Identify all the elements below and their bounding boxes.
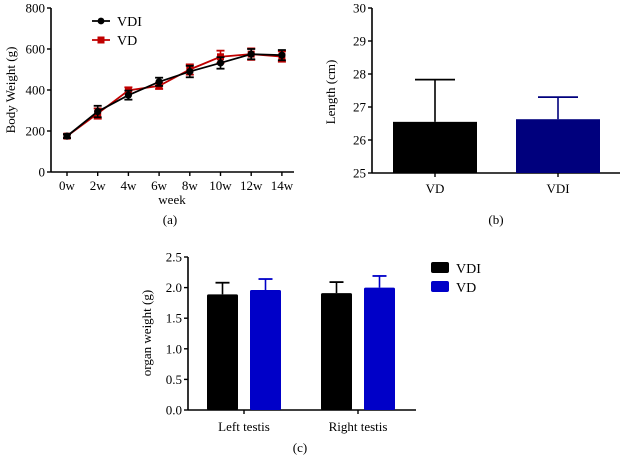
c-x-tick-label: Left testis: [218, 419, 270, 434]
c-x-tick-label: Right testis: [329, 419, 388, 434]
a-x-tick-label: 12w: [240, 178, 263, 193]
b-x-tick-label: VDI: [546, 181, 569, 196]
a-point-vdi: [124, 89, 133, 101]
a-marker-circle: [94, 107, 102, 116]
a-x-tick-label: 6w: [151, 178, 168, 193]
b-y-axis-label: Length (cm): [323, 60, 338, 125]
c-y-tick-label: 0.0: [166, 403, 182, 418]
b-y-tick-label: 27: [353, 100, 367, 115]
a-y-tick-label: 0: [39, 165, 46, 180]
c-legend-item-vdi: VDI: [431, 262, 481, 277]
a-series-line-vdi: [66, 53, 282, 137]
a-x-tick-label: 0w: [59, 178, 76, 193]
a-caption: (a): [163, 212, 177, 227]
c-bar-vd-right-testis: [364, 287, 395, 410]
a-point-vdi: [216, 56, 225, 70]
a-x-tick-label: 4w: [120, 178, 137, 193]
b-y-tick-label: 26: [353, 133, 367, 148]
a-point-vdi: [155, 76, 164, 87]
b-y-tick-label: 25: [353, 166, 366, 181]
b-y-tick-label: 29: [353, 34, 366, 49]
a-marker-circle: [63, 132, 71, 140]
b-y-tick-label: 30: [353, 1, 366, 16]
a-marker-circle: [247, 50, 255, 58]
c-legend-item-vd: VD: [431, 281, 476, 296]
a-marker-circle: [186, 67, 194, 76]
a-point-vdi: [63, 132, 71, 140]
b-caption: (b): [488, 212, 503, 227]
c-y-tick-label: 2.0: [166, 280, 182, 295]
a-y-tick-label: 600: [26, 42, 46, 57]
a-y-axis-label: Body Weight (g): [3, 47, 18, 134]
a-point-vdi: [277, 49, 286, 62]
c-y-tick-label: 1.5: [166, 311, 182, 326]
c-legend: VDI VD: [431, 262, 481, 296]
a-marker-circle: [278, 51, 286, 59]
c-bar-vdi-right-testis: [321, 293, 352, 410]
a-point-vdi: [185, 64, 194, 79]
a-legend-item-vdi: VDI: [92, 15, 142, 30]
b-bar-vd: [393, 121, 477, 173]
a-x-tick-label: 2w: [90, 178, 107, 193]
c-y-tick-label: 2.5: [166, 250, 182, 265]
a-point-vdi: [93, 104, 102, 119]
a-x-tick-label: 10w: [209, 178, 232, 193]
b-bar-vdi: [516, 119, 600, 173]
c-y-tick-label: 0.5: [166, 372, 182, 387]
a-y-tick-label: 200: [26, 124, 46, 139]
c-legend-label: VDI: [456, 262, 481, 277]
a-marker-circle: [216, 59, 225, 67]
c-legend-swatch: [431, 262, 449, 273]
a-legend-marker-circle: [97, 17, 105, 25]
a-x-tick-label: 14w: [271, 178, 294, 193]
panel-b-length-bar-chart: 25 26 27 28 29 30 VD VDI Length (cm) (b): [323, 1, 620, 227]
a-x-tick-label: 8w: [182, 178, 199, 193]
a-legend-label: VDI: [117, 15, 142, 30]
c-legend-label: VD: [456, 281, 476, 296]
c-y-tick-label: 1.0: [166, 341, 182, 356]
c-bar-vdi-left-testis: [207, 294, 238, 410]
panel-c-organ-weight-bar-chart: 0.0 0.5 1.0 1.5 2.0 2.5 Left testis Right test…: [139, 250, 481, 456]
c-y-axis-label: organ weight (g): [139, 290, 154, 376]
a-series-line-vd: [66, 53, 282, 137]
c-caption: (c): [293, 440, 307, 455]
a-point-vdi: [247, 48, 256, 61]
a-marker-circle: [124, 91, 132, 99]
a-y-tick-label: 400: [26, 83, 46, 98]
b-x-tick-label: VD: [426, 181, 445, 196]
panel-a-body-weight-line-chart: 0 200 400 600 800 0w 2w 4w 6w 8w 10w 12w 14w week B…: [3, 1, 294, 227]
b-y-tick-label: 28: [353, 67, 366, 82]
a-y-tick-label: 800: [26, 1, 46, 16]
a-x-axis-label: week: [158, 192, 186, 207]
a-marker-circle: [155, 78, 163, 86]
c-legend-swatch: [431, 281, 449, 292]
a-legend-marker-square: [97, 36, 105, 44]
a-legend-label: VD: [117, 34, 137, 49]
a-legend-item-vd: VD: [92, 34, 137, 49]
a-legend: VDI VD: [92, 15, 142, 49]
c-bar-vd-left-testis: [250, 290, 281, 410]
